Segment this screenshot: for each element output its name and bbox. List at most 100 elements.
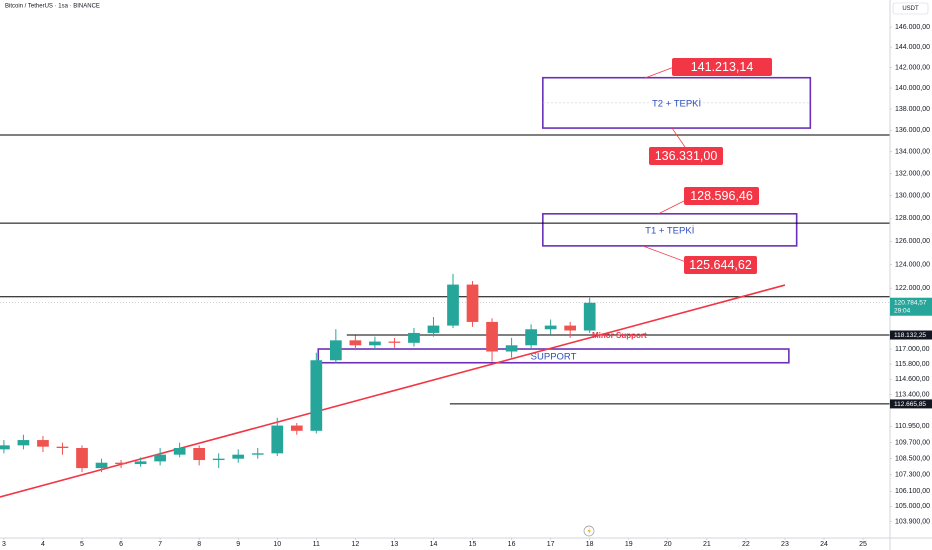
- y-tick-label: 115.800,00: [895, 361, 930, 368]
- x-tick-label: 15: [469, 541, 477, 548]
- y-tick-label: 110.950,00: [895, 423, 930, 430]
- candle-body: [232, 454, 245, 459]
- countdown-label: 29:04: [894, 307, 911, 314]
- candle-body: [544, 325, 557, 330]
- zone-box: [317, 348, 790, 364]
- y-tick-label: 117.000,00: [895, 346, 930, 353]
- zone-label: T1 + TEPKİ: [645, 225, 694, 236]
- y-tick-label: 108.500,00: [895, 456, 930, 463]
- x-tick-label: 22: [742, 541, 750, 548]
- last-price-tag: [890, 297, 932, 316]
- x-tick-label: 21: [703, 541, 711, 548]
- candle-body: [349, 340, 362, 346]
- y-tick-label: 144.000,00: [895, 44, 930, 51]
- y-tick-label: 142.000,00: [895, 64, 930, 71]
- callout-box: [684, 187, 759, 205]
- x-tick-label: 24: [820, 541, 828, 548]
- candle-body: [486, 321, 498, 352]
- axes: 118.132,25 112.665,85 146.000,00 144.000,00…: [2, 24, 932, 548]
- candle-body: [251, 453, 264, 455]
- candle-body: [115, 462, 127, 465]
- x-tick-label: 7: [158, 541, 162, 548]
- callout-141: 141.213,14: [644, 58, 772, 79]
- callout-text: 128.596,46: [690, 189, 753, 203]
- candle-body: [56, 446, 69, 449]
- candle-body: [505, 345, 518, 352]
- zone-box: [542, 213, 798, 247]
- connector: [657, 199, 687, 215]
- y-tick-label: 136.000,00: [895, 127, 930, 134]
- callout-text: 125.644,62: [689, 258, 752, 272]
- y-tick-label: 124.000,00: [895, 261, 930, 268]
- y-tick-label: 126.000,00: [895, 238, 930, 245]
- x-tick-label: 11: [313, 541, 320, 548]
- currency-box[interactable]: [892, 2, 929, 15]
- callout-box: [649, 147, 723, 165]
- candle-body: [583, 302, 596, 331]
- candle-body: [290, 425, 303, 431]
- y-tick-label: 107.300,00: [895, 472, 930, 479]
- y-tick-label: 138.000,00: [895, 106, 930, 113]
- candle-body: [95, 462, 108, 469]
- candle-body: [134, 461, 147, 465]
- y-tick-label: 105.000,00: [895, 503, 930, 510]
- x-tick-label: 5: [80, 541, 84, 548]
- callout-text: 136.331,00: [655, 149, 718, 163]
- x-tick-label: 10: [273, 541, 281, 548]
- candle-body: [564, 325, 577, 331]
- candle-body: [447, 284, 459, 326]
- y-tick-label: 103.900,00: [895, 519, 930, 526]
- x-tick-label: 19: [625, 541, 633, 548]
- candle-body: [310, 360, 323, 431]
- candle-body: [17, 440, 30, 446]
- candle-body: [193, 448, 206, 461]
- x-tick-label: 20: [664, 541, 672, 548]
- y-tick-label: 146.000,00: [895, 24, 930, 31]
- level-price-label: 112.665,85: [894, 401, 926, 408]
- time-axis: [0, 538, 932, 550]
- candle-body: [0, 445, 10, 450]
- connector: [671, 127, 686, 148]
- trendline: [0, 284, 786, 498]
- callout-136: 136.331,00: [649, 127, 723, 165]
- y-tick-label: 109.700,00: [895, 440, 930, 447]
- y-tick-label: 128.000,00: [895, 215, 930, 222]
- x-tick-label: 14: [430, 541, 438, 548]
- candle-body: [37, 440, 49, 447]
- candle-body: [173, 448, 186, 455]
- x-tick-label: 8: [197, 541, 201, 548]
- callout-box: [684, 256, 757, 274]
- x-tick-label: 25: [859, 541, 867, 548]
- candle-body: [427, 325, 440, 333]
- candle-body: [271, 425, 284, 454]
- zone-label: SUPPORT: [531, 351, 577, 362]
- x-tick-label: 17: [547, 541, 555, 548]
- level-price-label: 118.132,25: [894, 332, 926, 339]
- candle-body: [525, 329, 537, 346]
- chart-title: Bitcoin / TetherUS · 1sa · BINANCE: [5, 4, 100, 10]
- y-tick-label: 106.100,00: [895, 488, 930, 495]
- candle-body: [329, 340, 342, 361]
- level-price-tag: [890, 330, 932, 340]
- last-price-label: 120.784,57: [894, 299, 927, 306]
- x-tick-label: 13: [391, 541, 399, 548]
- minor-support-label: Minor Support: [592, 331, 647, 340]
- plot-area: T2 + TEPKİ T1 + TEPKİ SUPPORT: [0, 76, 890, 498]
- connector: [644, 66, 675, 79]
- candle-body: [212, 458, 225, 461]
- y-tick-label: 130.000,00: [895, 193, 930, 200]
- candle-body: [369, 341, 381, 346]
- x-tick-label: 18: [586, 541, 594, 548]
- callout-125: 125.644,62: [642, 245, 757, 274]
- price-axis: [890, 0, 932, 538]
- callout-text: 141.213,14: [691, 60, 754, 74]
- y-tick-label: 132.000,00: [895, 170, 930, 177]
- callout-128: 128.596,46: [657, 187, 759, 215]
- level-price-tag: [890, 399, 932, 409]
- connector: [642, 245, 687, 263]
- currency-label: USDT: [902, 6, 919, 12]
- x-tick-label: 3: [2, 541, 6, 548]
- candle-body: [76, 448, 88, 469]
- y-tick-label: 122.000,00: [895, 285, 930, 292]
